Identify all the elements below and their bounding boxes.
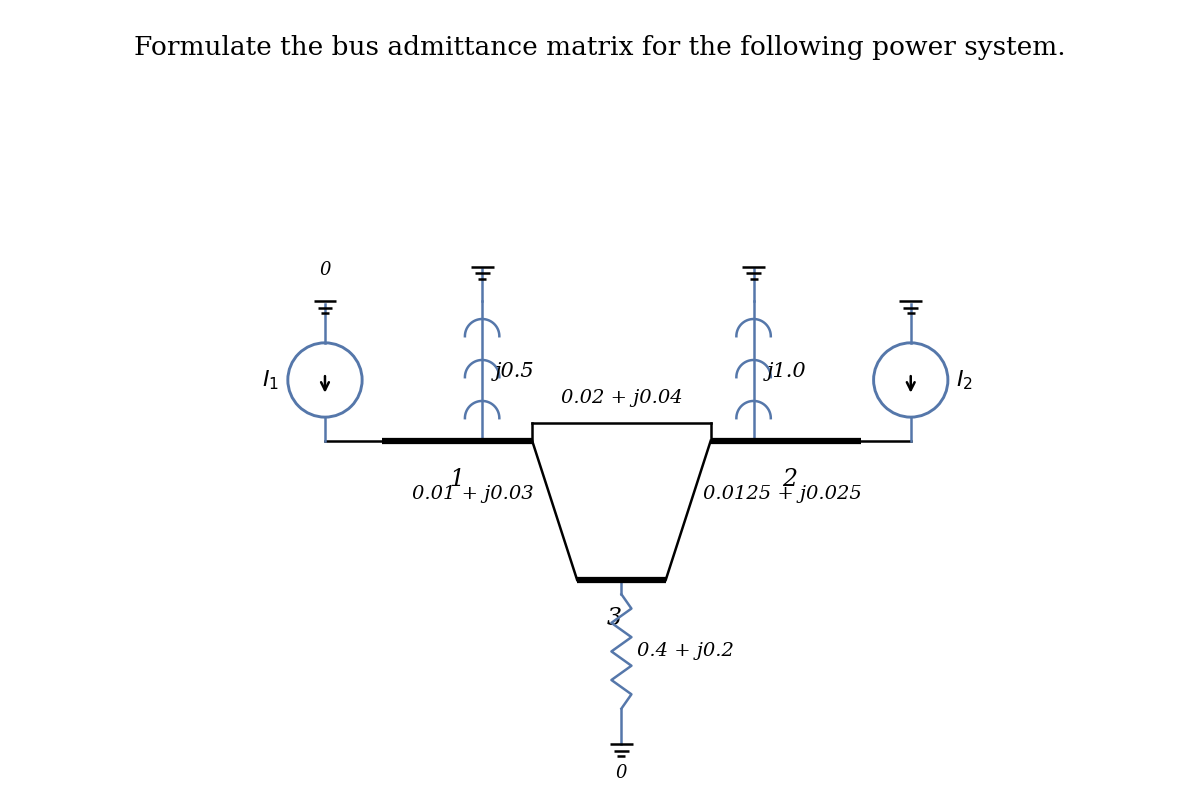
Text: j1.0: j1.0 <box>767 362 806 381</box>
Text: 0: 0 <box>616 765 628 783</box>
Text: $I_1$: $I_1$ <box>263 368 280 392</box>
Text: 0.01 + j0.03: 0.01 + j0.03 <box>412 485 533 503</box>
Text: Formulate the bus admittance matrix for the following power system.: Formulate the bus admittance matrix for … <box>134 35 1066 60</box>
Text: $I_2$: $I_2$ <box>956 368 973 392</box>
Text: 2: 2 <box>782 468 797 491</box>
Text: 0.4 + j0.2: 0.4 + j0.2 <box>637 642 734 660</box>
Text: 0.0125 + j0.025: 0.0125 + j0.025 <box>702 485 862 503</box>
Text: j0.5: j0.5 <box>494 362 535 381</box>
Text: 0.02 + j0.04: 0.02 + j0.04 <box>560 389 683 407</box>
Text: 0: 0 <box>319 261 331 279</box>
Text: 1: 1 <box>450 468 464 491</box>
Text: 3: 3 <box>607 607 622 630</box>
